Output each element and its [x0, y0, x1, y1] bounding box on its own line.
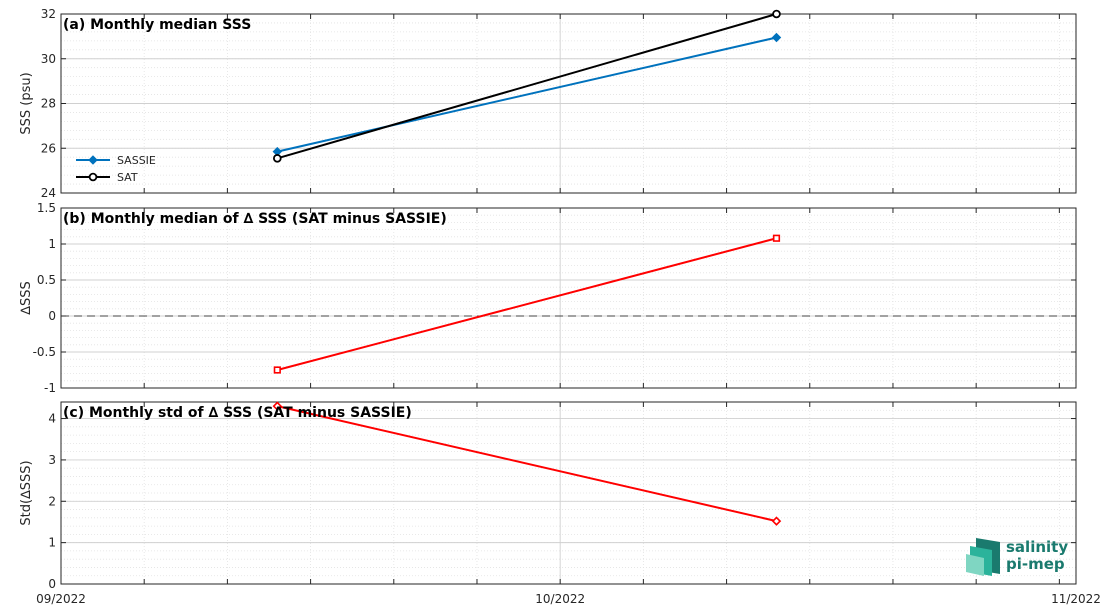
series-line [277, 405, 777, 523]
y-tick-label: 4 [48, 412, 56, 426]
data-point [272, 401, 283, 411]
series-line [277, 13, 777, 160]
data-point [772, 234, 781, 242]
legend-marker [88, 172, 98, 182]
y-tick-label: 1.5 [37, 201, 56, 215]
y-tick-label: 3 [48, 453, 56, 467]
legend-entry: SASSIE [117, 154, 156, 167]
y-tick-label: 0 [48, 577, 56, 591]
series-delta-b [273, 234, 781, 374]
logo-line1: salinity [1006, 538, 1068, 556]
series-line [277, 237, 777, 371]
logo-wave-front [966, 554, 984, 576]
y-tick-label: 24 [41, 186, 56, 200]
data-point [771, 516, 782, 526]
logo-line2: pi-mep [1006, 555, 1065, 573]
series-delta-c [272, 401, 782, 526]
y-tick-label: 1 [48, 536, 56, 550]
panel-title: (b) Monthly median of ∆ SSS (SAT minus S… [63, 211, 447, 227]
y-tick-label: 0.5 [37, 273, 56, 287]
series-sat [273, 9, 781, 163]
legend-marker [88, 155, 98, 165]
data-point [772, 9, 781, 19]
data-point [273, 154, 282, 163]
plot-area [61, 208, 1076, 388]
series-line [277, 36, 777, 153]
salinity-pi-mep-logo: salinity pi-mep [966, 538, 1068, 576]
y-tick-label: 0 [48, 309, 56, 323]
panel-title: (a) Monthly median SSS [63, 17, 251, 33]
y-tick-label: -0.5 [33, 345, 56, 359]
y-tick-label: 30 [41, 52, 56, 66]
data-point [771, 32, 782, 43]
y-tick-label: -1 [44, 381, 56, 395]
y-tick-label: 28 [41, 97, 56, 111]
axes-frame [60, 207, 1077, 389]
y-tick-label: 1 [48, 237, 56, 251]
axes-frame [60, 401, 1077, 585]
panel-c: 0 1 2 3 4 Std(∆SSS) (c) Monthly std of ∆ SSS (… [19, 401, 1077, 591]
y-axis-label: SSS (psu) [19, 72, 34, 134]
panel-title: (c) Monthly std of ∆ SSS (SAT minus SASS… [63, 405, 412, 421]
legend: SASSIE SAT [76, 154, 156, 184]
y-tick-label: 2 [48, 494, 56, 508]
data-point [273, 366, 281, 374]
y-tick-label: 32 [41, 7, 56, 21]
y-axis-label: ∆SSS [19, 281, 34, 315]
y-axis-label: Std(∆SSS) [19, 460, 34, 525]
panel-a: 24 26 28 30 32 SSS (psu) (a) Monthly median SS… [19, 7, 1077, 200]
x-axis: 09/2022 10/2022 11/2022 [36, 592, 1101, 606]
x-tick-label: 10/2022 [535, 592, 585, 606]
legend-entry: SAT [117, 171, 138, 184]
x-tick-label: 09/2022 [36, 592, 86, 606]
x-tick-label: 11/2022 [1051, 592, 1101, 606]
panel-b: -1 -0.5 0 0.5 1 1.5 ∆SSS (b) Monthly median of … [19, 201, 1077, 395]
y-tick-label: 26 [41, 141, 56, 155]
